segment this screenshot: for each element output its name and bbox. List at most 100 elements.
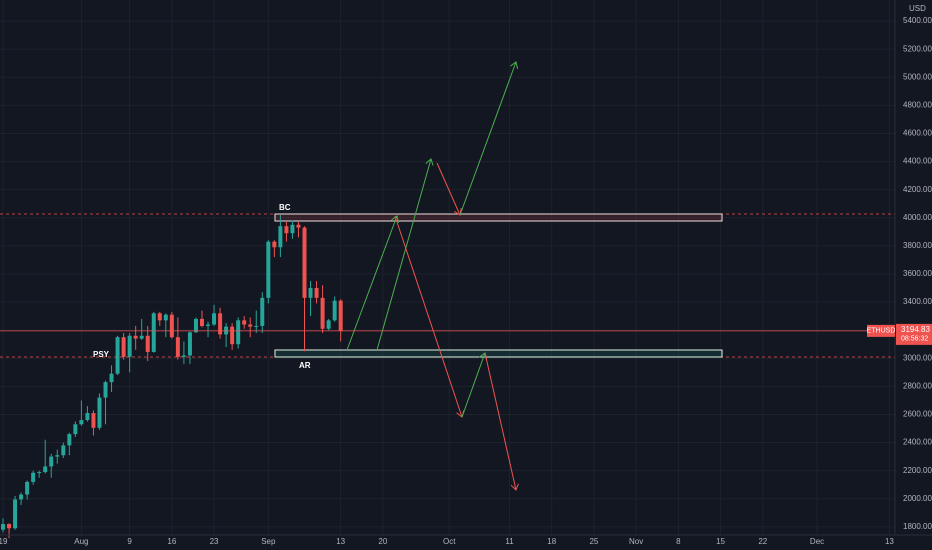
candle-body bbox=[61, 445, 66, 456]
candle-body bbox=[302, 227, 307, 298]
y-tick-label: 2000.00 bbox=[903, 494, 932, 503]
y-tick-label: 4800.00 bbox=[903, 100, 932, 109]
y-tick-label: 3400.00 bbox=[903, 297, 932, 306]
candle-body bbox=[163, 314, 168, 321]
x-tick-label: Nov bbox=[629, 537, 643, 546]
candle-body bbox=[199, 318, 204, 326]
y-tick-label: 5400.00 bbox=[903, 16, 932, 25]
candle-body bbox=[19, 494, 24, 500]
x-tick-label: 8 bbox=[676, 537, 681, 546]
candle-body bbox=[242, 320, 247, 325]
candle-body bbox=[272, 241, 277, 248]
arrow bbox=[436, 162, 460, 215]
arrow bbox=[459, 62, 516, 216]
arrow bbox=[461, 353, 485, 418]
candle-body bbox=[260, 297, 265, 326]
x-tick-label: 19 bbox=[0, 537, 8, 546]
x-tick-label: 13 bbox=[885, 537, 894, 546]
price-label: 3194.83 bbox=[901, 325, 930, 334]
y-tick-label: 5200.00 bbox=[903, 44, 932, 53]
candle-body bbox=[278, 226, 283, 248]
candle-body bbox=[127, 335, 132, 357]
candle-body bbox=[49, 456, 54, 467]
support-zone bbox=[274, 349, 723, 358]
unit-label: USD bbox=[909, 4, 926, 13]
arrow bbox=[346, 216, 397, 351]
projection-arrows bbox=[346, 62, 516, 490]
annotation: PSY bbox=[93, 350, 110, 359]
candle-body bbox=[236, 320, 241, 345]
candle-body bbox=[37, 472, 42, 474]
candle-body bbox=[13, 499, 18, 529]
y-tick-label: 3800.00 bbox=[903, 241, 932, 250]
candle-body bbox=[97, 397, 102, 428]
x-tick-label: Oct bbox=[443, 537, 456, 546]
candle-body bbox=[115, 337, 120, 374]
y-tick-label: 5000.00 bbox=[903, 72, 932, 81]
candle-body bbox=[175, 337, 180, 357]
candle-body bbox=[314, 288, 319, 298]
x-tick-label: 13 bbox=[336, 537, 345, 546]
x-tick-label: 18 bbox=[547, 537, 556, 546]
y-tick-label: 2800.00 bbox=[903, 381, 932, 390]
candle-body bbox=[109, 373, 114, 383]
candle-body bbox=[145, 335, 150, 352]
candle-body bbox=[193, 318, 198, 333]
annotation: BC bbox=[279, 203, 291, 212]
y-tick-label: 3600.00 bbox=[903, 269, 932, 278]
candle-body bbox=[1, 524, 5, 530]
axes: 1800.00 2000.00 2200.00 2400.00 2600.00 2800.… bbox=[0, 16, 932, 546]
y-tick-label: 4200.00 bbox=[903, 185, 932, 194]
candle-body bbox=[296, 224, 301, 228]
candle-body bbox=[103, 382, 108, 398]
candle-body bbox=[224, 326, 229, 335]
y-tick-label: 4600.00 bbox=[903, 129, 932, 138]
x-tick-label: 15 bbox=[716, 537, 725, 546]
candle-body bbox=[7, 524, 12, 529]
x-tick-label: 23 bbox=[210, 537, 219, 546]
candle-body bbox=[332, 300, 337, 321]
x-tick-label: 9 bbox=[127, 537, 132, 546]
symbol-tag bbox=[867, 324, 895, 337]
arrow bbox=[394, 215, 462, 417]
candle-body bbox=[206, 324, 211, 326]
candle-body bbox=[151, 313, 156, 352]
candle-body bbox=[187, 332, 192, 356]
candle-body bbox=[139, 335, 144, 339]
y-tick-label: 1800.00 bbox=[903, 522, 932, 531]
candle-body bbox=[338, 300, 343, 331]
candle-body bbox=[212, 313, 217, 325]
candle-body bbox=[181, 355, 186, 357]
candle-body bbox=[218, 313, 223, 335]
price-tag bbox=[896, 323, 932, 345]
candle-body bbox=[266, 241, 271, 298]
candle-body bbox=[73, 424, 78, 435]
candle-body bbox=[43, 466, 48, 473]
candle-body bbox=[55, 455, 60, 457]
arrow bbox=[376, 159, 431, 351]
candle-body bbox=[67, 434, 72, 446]
candle-body bbox=[284, 226, 289, 234]
x-tick-label: Sep bbox=[261, 537, 276, 546]
candle-body bbox=[157, 313, 162, 321]
x-tick-label: 25 bbox=[589, 537, 598, 546]
candle-body bbox=[320, 297, 325, 329]
candle-body bbox=[85, 413, 90, 421]
candle-body bbox=[254, 325, 259, 327]
candle-body bbox=[290, 224, 295, 234]
symbol-label: ETHUSD bbox=[867, 328, 896, 335]
x-tick-label: 16 bbox=[167, 537, 176, 546]
candle-body bbox=[133, 335, 138, 339]
arrow bbox=[484, 352, 516, 490]
candle-body bbox=[248, 324, 253, 327]
y-tick-label: 2400.00 bbox=[903, 438, 932, 447]
candle-body bbox=[25, 481, 30, 495]
resistance-zone bbox=[274, 213, 723, 222]
y-tick-label: 2200.00 bbox=[903, 466, 932, 475]
y-tick-label: 3000.00 bbox=[903, 353, 932, 362]
candles bbox=[1, 214, 343, 539]
y-tick-label: 2600.00 bbox=[903, 410, 932, 419]
